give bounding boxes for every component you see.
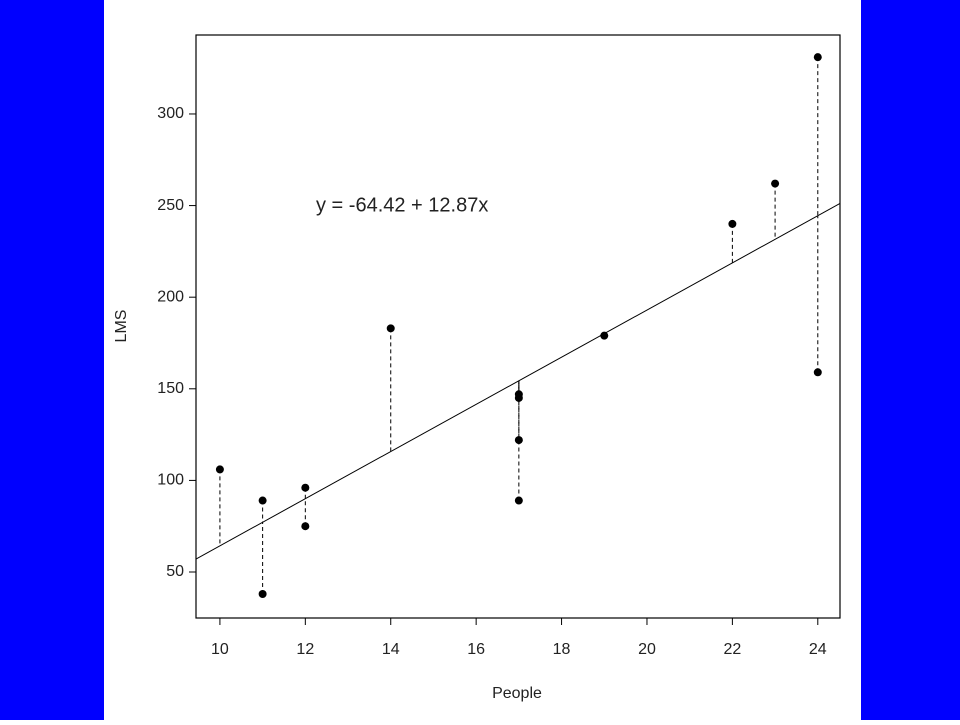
point (215, 465, 224, 474)
x-tick-label: 20 (638, 641, 656, 658)
point (386, 324, 395, 333)
y-tick-label: 250 (157, 197, 184, 214)
y-tick-label: 50 (166, 563, 184, 580)
left-band (0, 0, 104, 720)
x-tick-label: 10 (211, 641, 229, 658)
point (813, 53, 822, 62)
point (514, 436, 523, 445)
point (258, 589, 267, 598)
y-tick-label: 100 (157, 472, 184, 489)
x-axis-label: People (492, 685, 542, 702)
equation: y = -64.42 + 12.87x (316, 194, 488, 216)
x-tick-label: 16 (467, 641, 485, 658)
point (301, 483, 310, 492)
plot-frame (195, 34, 841, 619)
point (600, 331, 609, 340)
y-tick-label: 200 (157, 288, 184, 305)
point (771, 179, 780, 188)
y-tick-label: 300 (157, 105, 184, 122)
x-tick-label: 22 (723, 641, 741, 658)
right-band (861, 0, 960, 720)
x-tick-label: 14 (382, 641, 400, 658)
point (728, 219, 737, 228)
point (301, 522, 310, 531)
point (514, 496, 523, 505)
y-axis-label: LMS (113, 310, 130, 343)
x-tick-label: 18 (553, 641, 571, 658)
y-tick-label: 150 (157, 380, 184, 397)
x-tick-label: 12 (296, 641, 314, 658)
point (258, 496, 267, 505)
x-tick-label: 24 (809, 641, 827, 658)
point (813, 368, 822, 377)
